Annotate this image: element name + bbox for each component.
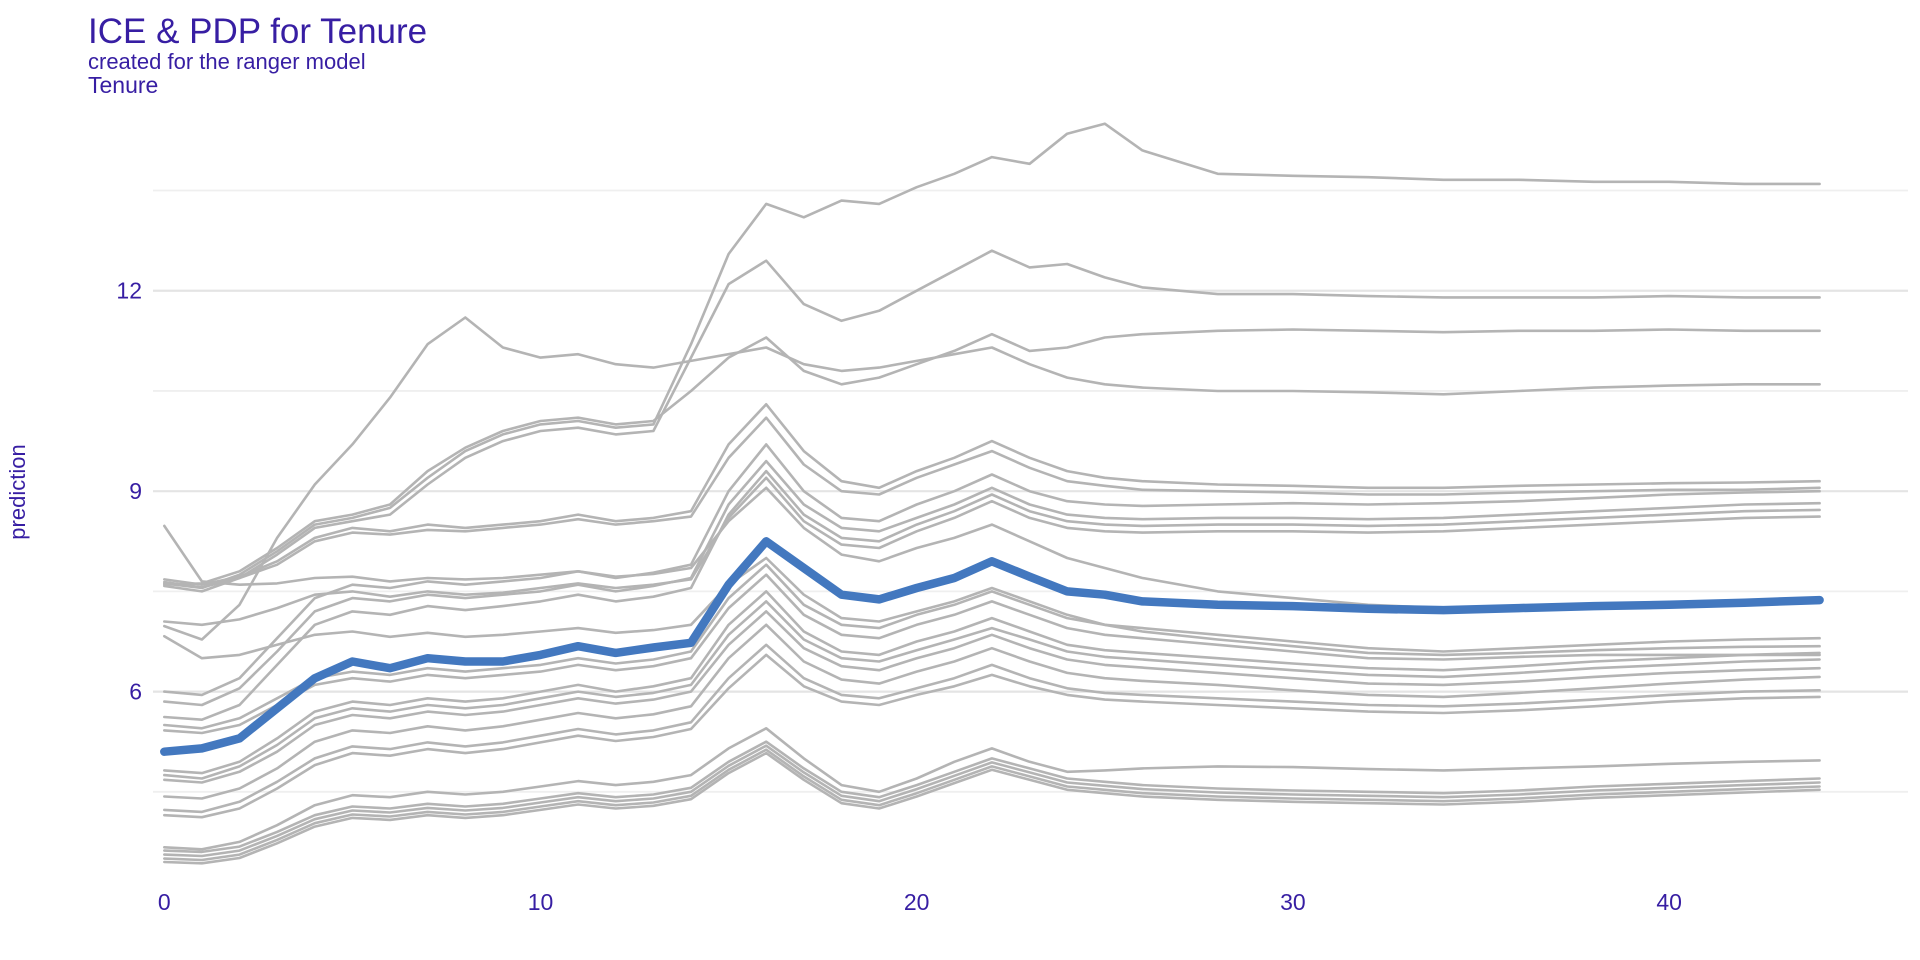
x-tick-label: 30	[1280, 889, 1306, 915]
ice-profile-line	[163, 643, 1821, 814]
x-tick-label: 0	[158, 889, 171, 915]
facet-strip-label: Tenure	[88, 72, 159, 98]
y-axis-tick-labels: 6 9 12	[116, 278, 142, 705]
ice-profile-line	[163, 443, 1821, 697]
ice-profile-line	[163, 590, 1821, 775]
x-tick-label: 20	[904, 889, 930, 915]
y-tick-label: 12	[116, 278, 142, 304]
ice-lines	[163, 122, 1821, 865]
ice-profile-line	[163, 459, 1821, 707]
ice-profile-line	[163, 600, 1821, 780]
ice-profile-line	[163, 469, 1821, 722]
ice-profile-line	[163, 623, 1821, 800]
ice-profile-line	[163, 486, 1821, 610]
pdp-average-line	[160, 537, 1824, 756]
ice-profile-line	[163, 556, 1821, 660]
y-tick-label: 6	[129, 679, 142, 705]
ice-profile-line	[163, 416, 1821, 589]
page-title: ICE & PDP for Tenure	[88, 12, 428, 51]
chart-subtitle: created for the ranger model	[88, 49, 366, 74]
ice-profile-line	[163, 476, 1821, 627]
ice-profile-line	[163, 748, 1821, 862]
ice-profile-line	[163, 740, 1821, 854]
pdp-line	[160, 537, 1824, 756]
ice-profile-line	[163, 122, 1821, 590]
y-tick-label: 9	[129, 478, 142, 504]
ice-profile-line	[163, 563, 1821, 730]
ice-profile-line	[163, 610, 1821, 784]
ice-profile-line	[163, 726, 1821, 851]
ice-profile-line	[163, 751, 1821, 865]
x-tick-label: 10	[528, 889, 554, 915]
ice-profile-line	[163, 402, 1821, 587]
x-tick-label: 40	[1656, 889, 1682, 915]
ice-profile-line	[163, 328, 1821, 587]
x-axis-tick-labels: 0 10 20 30 40	[158, 889, 1682, 915]
ice-profile-line	[163, 316, 1821, 641]
ice-profile-line	[163, 744, 1821, 858]
ice-profile-line	[163, 573, 1821, 735]
ice-profile-line	[163, 653, 1821, 819]
ice-profile-line	[163, 249, 1821, 593]
